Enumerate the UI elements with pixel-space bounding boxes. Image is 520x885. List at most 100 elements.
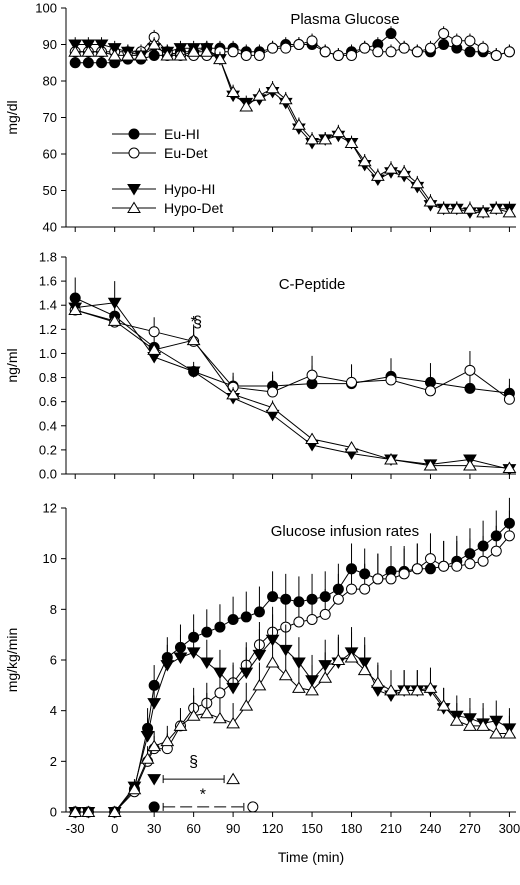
data-point	[239, 699, 254, 711]
data-point	[186, 333, 201, 346]
data-point	[227, 613, 239, 625]
data-point	[82, 57, 94, 69]
legend-label: Eu-Det	[164, 145, 208, 161]
data-point	[503, 46, 515, 58]
data-point	[107, 297, 122, 310]
data-point	[186, 45, 201, 57]
data-point	[411, 46, 423, 58]
y-tick-label: 1.4	[39, 298, 57, 313]
data-point	[385, 573, 397, 585]
data-point	[449, 714, 464, 726]
x-tick-label: -30	[66, 821, 85, 836]
series-line	[75, 535, 510, 813]
data-point	[451, 35, 463, 47]
y-tick-label: 1.0	[39, 346, 57, 361]
y-tick-label: 0.8	[39, 370, 57, 385]
data-point	[253, 606, 265, 618]
data-point	[306, 369, 318, 381]
data-point	[226, 716, 240, 729]
annotation-mark: *	[191, 314, 197, 331]
data-point	[344, 650, 359, 663]
series-line	[75, 309, 510, 400]
data-point	[213, 667, 227, 680]
data-point	[227, 46, 239, 58]
data-point	[81, 805, 96, 817]
data-point	[127, 782, 142, 795]
bracket-marker	[247, 801, 259, 813]
data-point	[252, 649, 267, 662]
data-point	[147, 38, 162, 50]
data-point	[68, 45, 83, 57]
x-tick-label: 120	[262, 821, 284, 836]
y-tick-label: 12	[43, 501, 57, 516]
series-hypo-det	[68, 37, 517, 218]
data-point	[464, 382, 476, 394]
data-point	[503, 393, 515, 405]
data-point	[370, 676, 385, 688]
data-point	[318, 132, 333, 145]
data-point	[477, 42, 489, 54]
x-tick-label: 150	[301, 821, 323, 836]
data-point	[140, 752, 155, 764]
data-point	[489, 202, 504, 214]
y-tick-label: 0	[50, 805, 57, 820]
data-point	[346, 376, 358, 388]
x-tick-label: 300	[499, 821, 520, 836]
data-point	[147, 343, 162, 355]
data-point	[410, 176, 425, 189]
series-eu-hi	[69, 497, 515, 818]
data-point	[265, 81, 280, 94]
data-point	[293, 616, 305, 628]
series-hypo-det	[68, 632, 517, 817]
series-eu-hi	[69, 277, 515, 399]
data-point	[134, 48, 148, 61]
data-point	[173, 719, 188, 731]
data-point	[384, 453, 398, 465]
data-point	[423, 681, 438, 693]
y-tick-label: 1.8	[39, 250, 57, 265]
data-point	[147, 698, 162, 710]
x-tick-label: 210	[380, 821, 402, 836]
data-point	[464, 364, 476, 376]
data-point	[502, 726, 517, 739]
data-point	[201, 626, 213, 638]
data-point	[411, 563, 423, 575]
series-line	[75, 302, 510, 470]
legend-marker	[127, 201, 141, 213]
y-tick-label: 50	[43, 183, 57, 198]
data-point	[372, 573, 384, 585]
legend: Eu-HI Eu-Det Hypo-HI Hypo-Det	[112, 126, 223, 216]
data-point	[305, 132, 319, 145]
data-point	[293, 39, 305, 50]
data-point	[346, 583, 358, 595]
data-point	[267, 386, 279, 398]
legend-label: Hypo-HI	[164, 181, 215, 197]
data-point	[81, 45, 96, 57]
x-tick-label: 180	[341, 821, 363, 836]
data-point	[120, 48, 135, 61]
data-point	[239, 667, 254, 680]
data-point	[370, 169, 385, 181]
data-point	[239, 100, 254, 112]
data-point	[385, 28, 397, 40]
data-point	[253, 49, 265, 61]
series-line	[75, 656, 510, 813]
data-point	[240, 49, 252, 61]
series-eu-det	[69, 301, 515, 405]
data-point	[226, 85, 240, 97]
y-axis-label: ng/ml	[4, 348, 20, 382]
series-eu-det	[69, 510, 515, 818]
data-point	[490, 545, 502, 557]
data-point	[438, 39, 450, 50]
y-axis-label: mg/dl	[4, 100, 20, 134]
data-point	[214, 687, 226, 699]
data-point	[265, 401, 280, 413]
y-tick-label: 70	[43, 110, 57, 125]
data-point	[424, 553, 436, 565]
data-point	[68, 303, 83, 316]
data-point	[319, 46, 331, 58]
significance-bracket	[147, 772, 240, 786]
y-tick-label: 100	[35, 1, 57, 16]
legend-label: Hypo-Det	[164, 200, 223, 216]
